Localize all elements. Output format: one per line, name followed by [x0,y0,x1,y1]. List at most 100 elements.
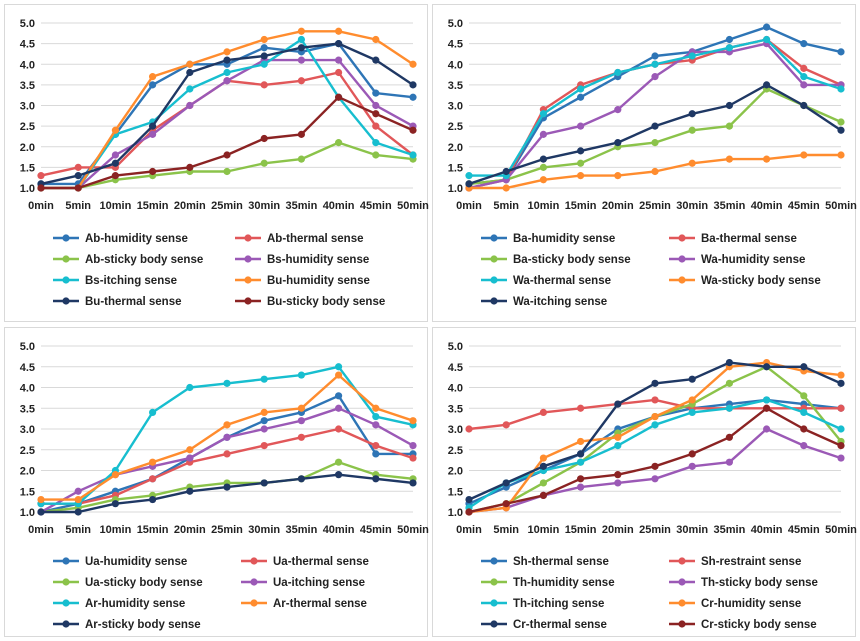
x-tick-label: 20min [174,200,206,212]
legend-swatch-marker [62,276,70,284]
data-point [725,44,733,52]
data-point [335,363,343,371]
data-point [372,475,380,483]
x-tick-label: 15min [565,200,597,212]
y-tick-label: 3.0 [20,424,35,436]
data-point [688,396,696,404]
data-point [335,458,343,466]
data-point [223,48,231,56]
data-point [465,508,473,516]
legend-swatch-marker [678,578,686,586]
x-tick-label: 25min [639,200,671,212]
legend-swatch-marker [490,297,498,305]
y-tick-label: 4.5 [448,362,463,374]
legend-item: Ab-thermal sense [235,233,364,245]
x-tick-label: 20min [174,524,206,536]
legend-label: Wa-sticky body sense [701,275,821,287]
data-point [74,495,82,504]
y-tick-label: 2.5 [20,445,35,457]
chart-panel-bottom-left: 1.0 1.5 2.0 2.5 3.0 3.5 4.0 4.5 5.0 0min 5min 10min… [4,327,429,637]
y-tick-label: 2.5 [20,121,35,133]
data-point [577,159,585,167]
data-point [800,101,808,110]
y-tick-label: 4.5 [448,39,463,51]
x-tick-label: 15min [565,524,597,536]
legend-item: Ar-humidity sense [53,598,185,610]
data-point [260,408,268,416]
legend-swatch-marker [244,255,252,263]
x-tick-label: 45min [788,524,820,536]
data-point [502,421,510,429]
y-tick-label: 3.0 [20,101,35,113]
data-point [297,56,305,64]
data-point [651,73,659,81]
data-point [335,93,343,101]
data-point [409,126,417,134]
data-point [223,450,231,458]
data-point [186,163,194,171]
x-tick-label: 50min [397,200,429,212]
data-point [614,106,622,114]
y-tick-label: 1.5 [20,162,35,174]
data-point [335,27,343,35]
data-point [539,408,547,416]
legend-swatch-marker [62,599,70,607]
data-point [297,404,305,412]
data-point [763,81,771,89]
legend-label: Ua-itching sense [273,577,365,589]
data-point [335,392,343,400]
data-point [186,487,194,495]
x-tick-label: 40min [751,524,783,536]
data-point [688,159,696,167]
x-tick-label: 25min [211,524,243,536]
data-point [74,487,82,495]
legend-swatch-marker [62,234,70,242]
legend-item: Th-sticky body sense [669,577,818,589]
data-point [539,130,547,138]
data-point [725,155,733,163]
data-point [372,404,380,412]
legend-label: Bu-sticky body sense [267,296,385,308]
data-point [837,379,845,387]
legend-swatch-marker [62,578,70,586]
data-point [837,126,845,134]
data-point [335,40,343,48]
legend-swatch-marker [250,557,258,565]
data-point [186,101,194,110]
data-point [539,176,547,184]
legend-swatch-marker [244,297,252,305]
data-point [149,408,157,416]
line-chart-top-left: 1.0 1.5 2.0 2.5 3.0 3.5 4.0 4.5 5.0 0min 5min 10min… [20,18,429,308]
data-point [335,404,343,412]
x-tick-label: 35min [714,200,746,212]
x-tick-label: 25min [211,200,243,212]
data-point [539,491,547,499]
data-point [297,27,305,35]
y-tick-label: 5.0 [448,18,463,30]
legend-label: Ar-sticky body sense [85,619,201,631]
data-point [223,77,231,85]
data-point [186,85,194,93]
x-tick-label: 0min [28,200,54,212]
data-point [372,421,380,429]
legend-swatch-marker [244,234,252,242]
x-tick-label: 15min [137,524,169,536]
data-point [372,35,380,44]
data-point [837,151,845,159]
data-point [651,167,659,176]
series-cr-sticky-body-sense [465,404,845,516]
data-point [37,184,45,192]
line-chart-top-right: 1.0 1.5 2.0 2.5 3.0 3.5 4.0 4.5 5.0 0min 5min 10min… [448,18,857,308]
x-tick-label: 0min [28,524,54,536]
x-tick-label: 10min [100,200,132,212]
data-point [260,134,268,143]
legend-item: Ua-thermal sense [241,556,369,568]
legend-item: Wa-sticky body sense [669,275,821,287]
data-point [297,475,305,483]
data-point [409,60,417,68]
series-line [469,38,842,177]
chart-panel-bottom-right: 1.0 1.5 2.0 2.5 3.0 3.5 4.0 4.5 5.0 0min 5min 10min… [432,327,857,637]
legend-swatch-marker [678,234,686,242]
legend-label: Ab-thermal sense [267,233,364,245]
legend-label: Wa-humidity sense [701,254,805,266]
